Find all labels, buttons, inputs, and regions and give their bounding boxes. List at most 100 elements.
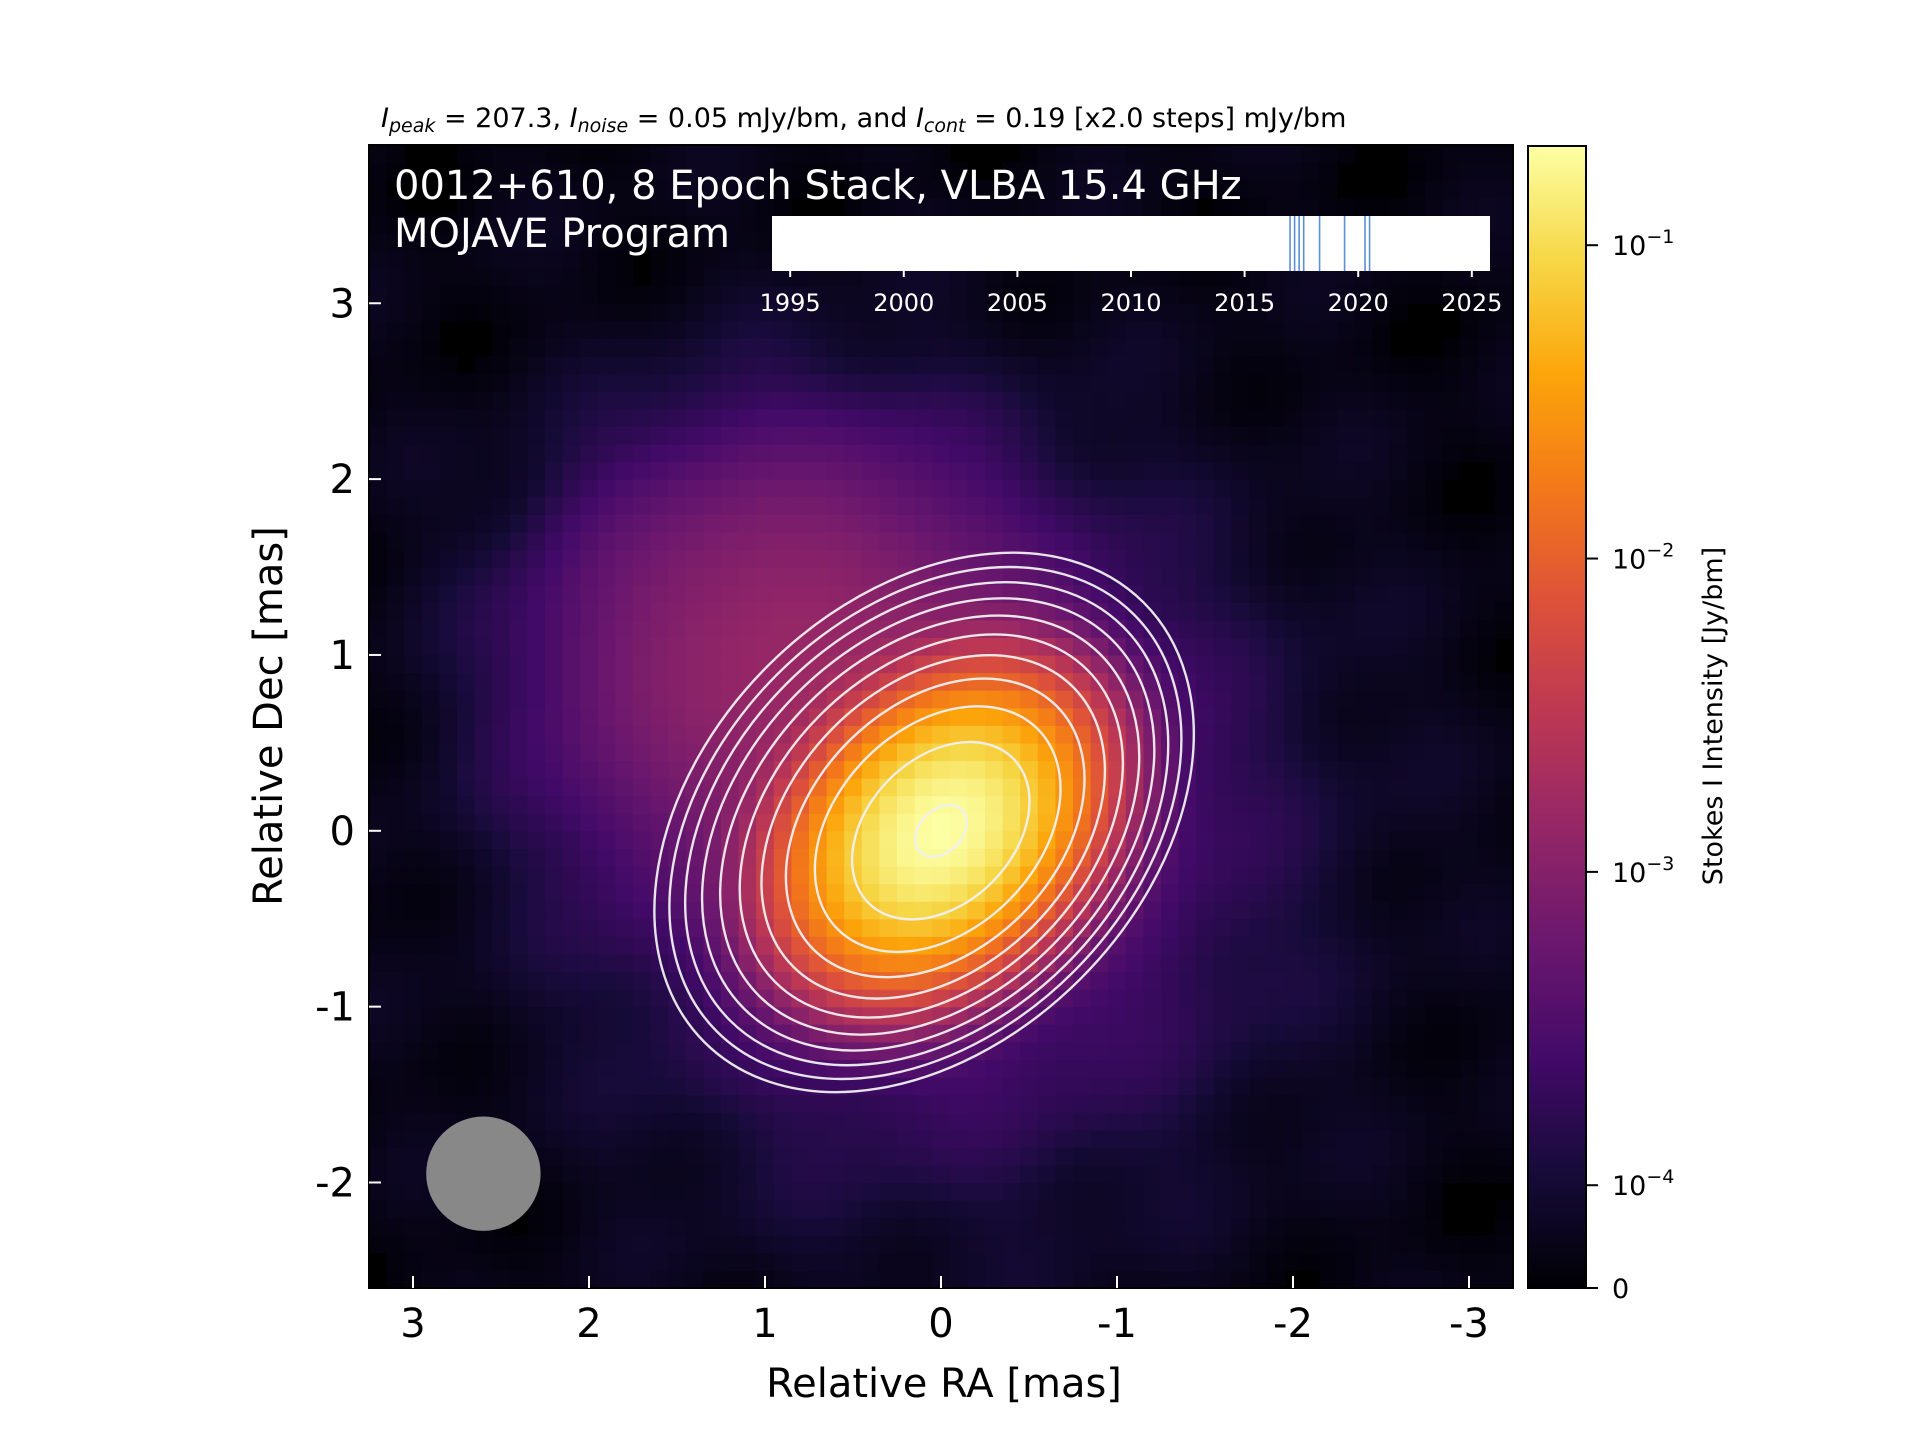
heatmap-cell <box>386 338 405 357</box>
heatmap-cell <box>545 1252 564 1271</box>
heatmap-cell <box>1495 778 1513 797</box>
heatmap-cell <box>1055 1024 1074 1043</box>
heatmap-cell <box>1495 918 1513 937</box>
heatmap-cell <box>404 479 423 498</box>
heatmap-cell <box>967 989 986 1008</box>
heatmap-cell <box>439 918 458 937</box>
heatmap-cell <box>580 162 599 181</box>
heatmap-cell <box>421 443 440 463</box>
heatmap-cell <box>1425 1217 1444 1236</box>
heatmap-cell <box>1249 742 1268 762</box>
heatmap-cell <box>1055 936 1074 955</box>
heatmap-cell <box>1284 883 1303 902</box>
heatmap-cell <box>1301 479 1320 498</box>
heatmap-cell <box>861 848 880 867</box>
heatmap-cell <box>1389 830 1408 849</box>
heatmap-cell <box>404 531 423 551</box>
heatmap-cell <box>1002 567 1021 586</box>
heatmap-cell <box>773 408 792 427</box>
heatmap-cell <box>1196 426 1215 445</box>
heatmap-cell <box>1178 426 1197 445</box>
heatmap-cell <box>457 391 476 410</box>
heatmap-cell <box>738 602 757 621</box>
heatmap-cell <box>1319 742 1338 762</box>
heatmap-cell <box>1161 1024 1180 1043</box>
heatmap-cell <box>597 408 616 427</box>
heatmap-cell <box>545 408 564 427</box>
heatmap-cell <box>932 408 951 427</box>
heatmap-cell <box>756 989 775 1008</box>
x-tick-label: 3 <box>400 1301 425 1347</box>
heatmap-cell <box>421 268 440 287</box>
heatmap-cell <box>668 461 687 480</box>
heatmap-cell <box>809 953 828 973</box>
heatmap-cell <box>562 672 581 691</box>
heatmap-cell <box>1196 1235 1215 1254</box>
heatmap-cell <box>1002 901 1021 920</box>
heatmap-cell <box>1002 162 1021 181</box>
heatmap-cell <box>1020 1024 1039 1043</box>
heatmap-cell <box>369 1164 388 1184</box>
heatmap-cell <box>1407 373 1426 392</box>
heatmap-cell <box>1266 1112 1285 1131</box>
epoch-timeline-box <box>772 216 1490 271</box>
heatmap-cell <box>509 197 528 216</box>
heatmap-cell <box>1020 461 1039 480</box>
heatmap-cell <box>1425 285 1444 304</box>
heatmap-cell <box>1249 725 1268 744</box>
heatmap-cell <box>527 145 546 164</box>
heatmap-cell <box>1020 883 1039 902</box>
heatmap-cell <box>439 830 458 849</box>
heatmap-cell <box>492 443 511 463</box>
heatmap-cell <box>545 1235 564 1254</box>
heatmap-cell <box>404 408 423 427</box>
heatmap-cell <box>685 1059 704 1078</box>
heatmap-cell <box>1495 180 1513 199</box>
heatmap-cell <box>1213 408 1232 427</box>
heatmap-cell <box>949 1006 968 1025</box>
heatmap-cell <box>949 1164 968 1184</box>
heatmap-cell <box>633 901 652 920</box>
heatmap-cell <box>1266 936 1285 955</box>
heatmap-cell <box>386 1094 405 1113</box>
heatmap-cell <box>791 373 810 392</box>
heatmap-cell <box>1460 690 1479 709</box>
heatmap-cell <box>369 813 388 832</box>
heatmap-cell <box>1108 655 1127 674</box>
heatmap-cell <box>580 1006 599 1025</box>
heatmap-cell <box>1442 1041 1461 1060</box>
heatmap-cell <box>809 356 828 375</box>
heatmap-cell <box>1372 637 1391 656</box>
heatmap-cell <box>1090 742 1109 762</box>
heatmap-cell <box>474 602 493 621</box>
heatmap-cell <box>1002 1041 1021 1060</box>
heatmap-cell <box>562 1182 581 1201</box>
heatmap-cell <box>1372 690 1391 709</box>
heatmap-cell <box>633 356 652 375</box>
heatmap-cell <box>421 1217 440 1236</box>
heatmap-cell <box>421 479 440 498</box>
heatmap-cell <box>1319 531 1338 551</box>
heatmap-cell <box>615 672 634 691</box>
heatmap-cell <box>1284 672 1303 691</box>
heatmap-cell <box>949 268 968 287</box>
heatmap-cell <box>597 778 616 797</box>
heatmap-cell <box>1249 461 1268 480</box>
heatmap-cell <box>1319 373 1338 392</box>
heatmap-cell <box>914 549 933 568</box>
heatmap-cell <box>545 760 564 779</box>
heatmap-cell <box>545 795 564 814</box>
heatmap-cell <box>1319 619 1338 638</box>
heatmap-cell <box>1213 883 1232 902</box>
heatmap-cell <box>1249 338 1268 357</box>
heatmap-cell <box>1460 443 1479 463</box>
heatmap-cell <box>457 303 476 322</box>
heatmap-cell <box>527 320 546 339</box>
heatmap-cell <box>421 1252 440 1271</box>
heatmap-cell <box>897 795 916 814</box>
heatmap-cell <box>597 725 616 744</box>
heatmap-cell <box>421 848 440 867</box>
heatmap-cell <box>1266 461 1285 480</box>
heatmap-cell <box>597 496 616 515</box>
heatmap-cell <box>1231 1217 1250 1236</box>
